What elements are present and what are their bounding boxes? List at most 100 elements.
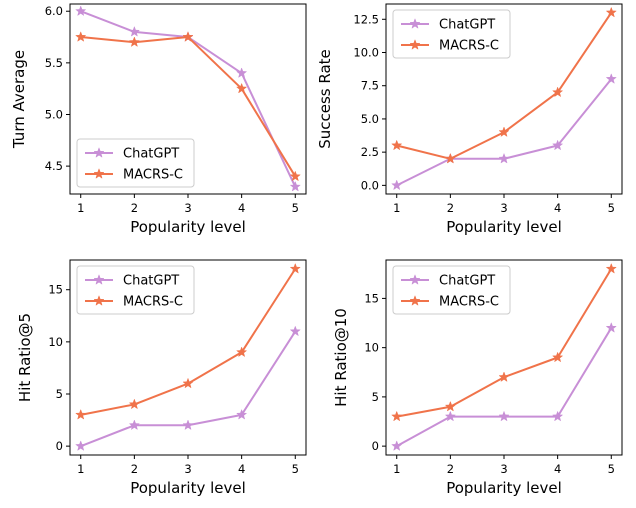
legend-marker — [93, 147, 105, 158]
x-axis-label: Popularity level — [446, 218, 562, 236]
data-point-chatgpt — [605, 322, 617, 333]
x-tick-label: 1 — [393, 201, 400, 215]
chart-panel-2: 1 2 3 4 5 0.0 2.5 5.0 7.5 10.0 12.5 Popularity leve… — [316, 3, 623, 236]
data-point-macrs-c — [128, 36, 140, 47]
data-point-macrs-c — [128, 398, 140, 410]
legend: ChatGPT MACRS-C — [392, 265, 511, 315]
x-tick-label: 5 — [608, 201, 615, 215]
x-tick-label: 4 — [238, 462, 245, 476]
y-axis-label: Hit Ratio@5 — [16, 313, 34, 402]
y-axis-label: Hit Ratio@10 — [332, 308, 350, 407]
data-point-macrs-c — [75, 408, 87, 420]
y-axis-label: Success Rate — [316, 49, 334, 149]
x-tick-label: 4 — [554, 462, 561, 476]
data-point-chatgpt — [75, 440, 87, 451]
data-point-macrs-c — [444, 400, 456, 412]
x-tick-label: 2 — [447, 462, 454, 476]
data-point-chatgpt — [552, 410, 564, 422]
legend-marker — [93, 168, 105, 179]
legend-marker — [409, 274, 421, 285]
y-tick-label: 10 — [364, 341, 379, 355]
x-tick-label: 3 — [500, 462, 507, 476]
data-point-macrs-c — [391, 410, 403, 422]
x-tick-label: 5 — [292, 462, 299, 476]
legend: ChatGPT MACRS-C — [392, 9, 511, 59]
data-point-macrs-c — [498, 126, 510, 137]
y-tick-label: 5.0 — [361, 112, 379, 126]
legend-marker — [93, 295, 105, 306]
data-point-macrs-c — [236, 82, 248, 94]
data-point-chatgpt — [182, 419, 194, 431]
data-point-macrs-c — [605, 6, 617, 18]
x-tick-label: 1 — [77, 201, 84, 215]
series-line-chatgpt — [80, 330, 297, 448]
x-tick-label: 3 — [500, 201, 507, 215]
y-tick-label: 6.0 — [45, 4, 63, 18]
y-tick-label: 0 — [372, 439, 379, 453]
y-tick-label: 4.5 — [45, 159, 63, 173]
legend-marker — [93, 274, 105, 285]
legend-label: MACRS-C — [439, 295, 499, 310]
data-point-macrs-c — [605, 262, 617, 274]
x-tick-label: 2 — [447, 201, 454, 215]
chart-panel-1: 1 2 3 4 5 4.5 5.0 5.5 6.0 Popularity level Turn Av… — [10, 3, 307, 236]
legend-label: MACRS-C — [123, 168, 183, 183]
data-point-chatgpt — [128, 419, 140, 431]
data-point-macrs-c — [552, 351, 564, 363]
x-tick-label: 3 — [184, 201, 191, 215]
data-point-macrs-c — [289, 170, 301, 182]
data-point-macrs-c — [391, 139, 403, 151]
x-axis-label: Popularity level — [446, 479, 562, 497]
y-tick-label: 0.0 — [361, 178, 379, 192]
data-point-macrs-c — [552, 86, 564, 98]
y-axis-label: Turn Average — [10, 50, 28, 149]
data-point-macrs-c — [182, 377, 194, 389]
data-point-chatgpt — [391, 179, 403, 191]
y-tick-label: 15 — [364, 291, 379, 305]
y-tick-label: 7.5 — [361, 79, 379, 93]
data-point-macrs-c — [498, 371, 510, 382]
legend-marker — [409, 18, 421, 29]
legend-label: MACRS-C — [439, 39, 499, 54]
data-point-chatgpt — [444, 410, 456, 422]
chart-panel-3: 1 2 3 4 5 0 5 10 15 Popularity level Hit Ratio@5 Ch… — [16, 259, 307, 497]
legend-marker — [409, 39, 421, 50]
x-tick-label: 1 — [77, 462, 84, 476]
x-axis-label: Popularity level — [130, 218, 246, 236]
legend-label: ChatGPT — [123, 147, 179, 162]
data-point-chatgpt — [128, 25, 140, 37]
data-point-chatgpt — [552, 139, 564, 151]
legend: ChatGPT MACRS-C — [76, 138, 195, 188]
y-tick-label: 10.0 — [353, 45, 379, 59]
legend-label: ChatGPT — [123, 274, 179, 289]
x-tick-label: 5 — [608, 462, 615, 476]
data-point-chatgpt — [391, 440, 403, 451]
y-tick-label: 10 — [48, 335, 63, 349]
data-point-chatgpt — [289, 325, 301, 337]
data-point-macrs-c — [236, 346, 248, 358]
data-point-macrs-c — [289, 262, 301, 274]
data-point-macrs-c — [444, 152, 456, 164]
data-point-chatgpt — [289, 180, 301, 192]
y-tick-label: 5.0 — [45, 107, 63, 121]
chart-panel-4: 1 2 3 4 5 0 5 10 15 Popularity level Hit Ratio@10 C… — [332, 259, 623, 497]
y-tick-label: 12.5 — [353, 12, 379, 26]
y-tick-label: 5 — [372, 390, 379, 404]
data-point-chatgpt — [498, 410, 510, 422]
legend-label: ChatGPT — [439, 18, 495, 33]
data-point-chatgpt — [605, 73, 617, 84]
data-point-macrs-c — [75, 31, 87, 42]
legend-marker — [409, 295, 421, 306]
x-tick-label: 3 — [184, 462, 191, 476]
legend-label: MACRS-C — [123, 295, 183, 310]
x-tick-label: 1 — [393, 462, 400, 476]
legend: ChatGPT MACRS-C — [76, 265, 195, 315]
x-tick-label: 2 — [131, 462, 138, 476]
data-point-chatgpt — [236, 408, 248, 420]
x-tick-label: 5 — [292, 201, 299, 215]
legend-label: ChatGPT — [439, 274, 495, 289]
data-point-chatgpt — [236, 67, 248, 78]
y-tick-label: 5 — [56, 387, 63, 401]
data-point-chatgpt — [75, 5, 87, 17]
data-point-chatgpt — [498, 152, 510, 164]
